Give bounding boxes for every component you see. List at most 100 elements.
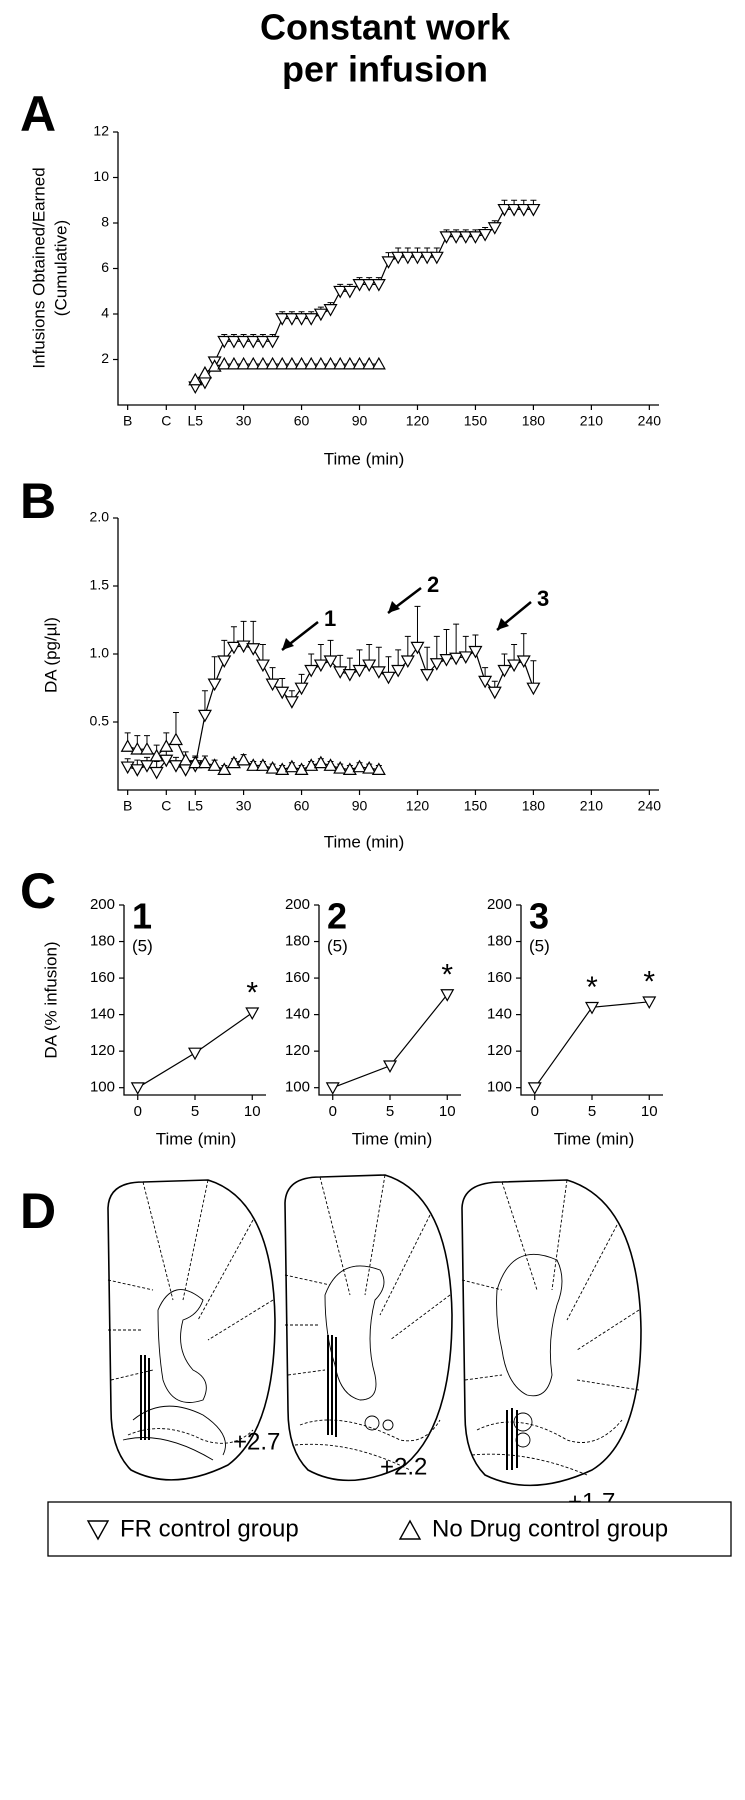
y-tick-label: 200 [487,896,512,913]
data-point [255,659,270,673]
data-point [410,641,425,655]
data-point [313,356,328,370]
data-point [217,356,232,370]
legend: FR control group No Drug control group [47,1501,732,1557]
data-point [197,755,212,769]
data-point [429,658,444,671]
chart-title: 1 [132,896,152,937]
y-tick-label: 100 [90,1079,115,1096]
data-point [439,654,454,667]
chart: C 100 120 140 160 180 200 0 5 10 DA (% infusion) Ti… [20,863,266,1148]
data-point [149,766,164,780]
data-point [352,356,367,370]
data-point [439,231,454,244]
data-point [458,231,473,244]
data-point [304,356,319,370]
data-point [226,335,241,349]
data-point [217,762,232,776]
significance-marker: * [246,977,258,1010]
data-point [304,664,319,678]
data-point [400,655,415,669]
data-point [265,335,280,349]
significance-marker: * [441,958,453,991]
data-point [333,285,348,299]
annotation-arrowhead [388,601,400,613]
y-tick-label: 160 [487,969,512,986]
data-point [168,732,183,746]
axis [123,905,266,1096]
x-tick-label: 30 [236,413,252,429]
data-point [130,741,145,755]
data-point [323,655,338,669]
data-point [294,356,309,370]
data-point [497,664,512,678]
chart: A 2 4 6 8 10 12 B C L5 30 60 90 120 150 180 210 240 Infusi… [20,86,661,468]
y-tick-label: 200 [285,896,310,913]
x-tick-label: C [161,798,171,814]
x-tick-label: L5 [187,798,203,814]
data-point [487,222,502,235]
data-point [487,686,502,700]
data-point [217,335,232,349]
data-point [236,335,251,349]
data-point [497,203,512,217]
data-point [420,251,435,265]
legend-label: FR control group [120,1515,299,1542]
data-point [207,359,222,372]
brain-section [107,1179,276,1481]
x-tick-label: B [123,798,132,814]
axis [117,518,659,791]
x-tick-label: 5 [588,1103,596,1120]
data-point [187,1047,203,1061]
data-point [323,304,338,317]
data-point [313,755,328,769]
data-point [294,682,309,696]
x-tick-label: 90 [352,413,368,429]
chart-subtitle: (5) [327,936,348,955]
series-line [534,1001,650,1089]
data-point [323,758,338,771]
annotation-arrowhead [497,618,509,630]
x-tick-label: 5 [191,1103,199,1120]
data-point [333,761,348,774]
series-line [332,994,448,1089]
data-point [468,231,483,244]
data-point [458,651,473,664]
y-tick-label: 1.5 [90,577,110,593]
y-tick-label: 100 [487,1079,512,1096]
x-tick-label: 240 [638,413,662,429]
x-tick-label: 10 [641,1103,658,1120]
x-tick-label: L5 [187,413,203,429]
y-tick-label: 12 [93,123,109,139]
data-point [440,989,455,1002]
data-point [420,668,435,682]
data-point [217,655,232,669]
y-tick-label: 2.0 [90,509,110,525]
brain-section [284,1174,453,1482]
data-point [323,356,338,370]
panel-letter: B [20,473,56,529]
legend-box [47,1501,732,1557]
y-tick-label: 140 [285,1006,310,1023]
y-axis-label: Infusions Obtained/Earned [29,167,48,368]
data-point [284,313,299,326]
data-point [352,279,367,292]
data-point [236,752,251,766]
data-point [313,308,328,322]
data-point [255,335,270,349]
data-point [294,313,309,326]
data-point [313,659,328,673]
data-point [584,1001,600,1015]
x-tick-label: 180 [522,413,546,429]
data-point [468,645,483,659]
figure-title: Constant work [260,7,511,48]
data-point [284,759,299,773]
section-label: +2.7 [233,1428,280,1455]
data-point [362,761,377,774]
data-point [381,256,396,269]
data-point [342,356,357,370]
y-axis-label: DA (pg/µl) [41,617,60,693]
data-point [507,659,522,673]
data-point [342,285,357,299]
